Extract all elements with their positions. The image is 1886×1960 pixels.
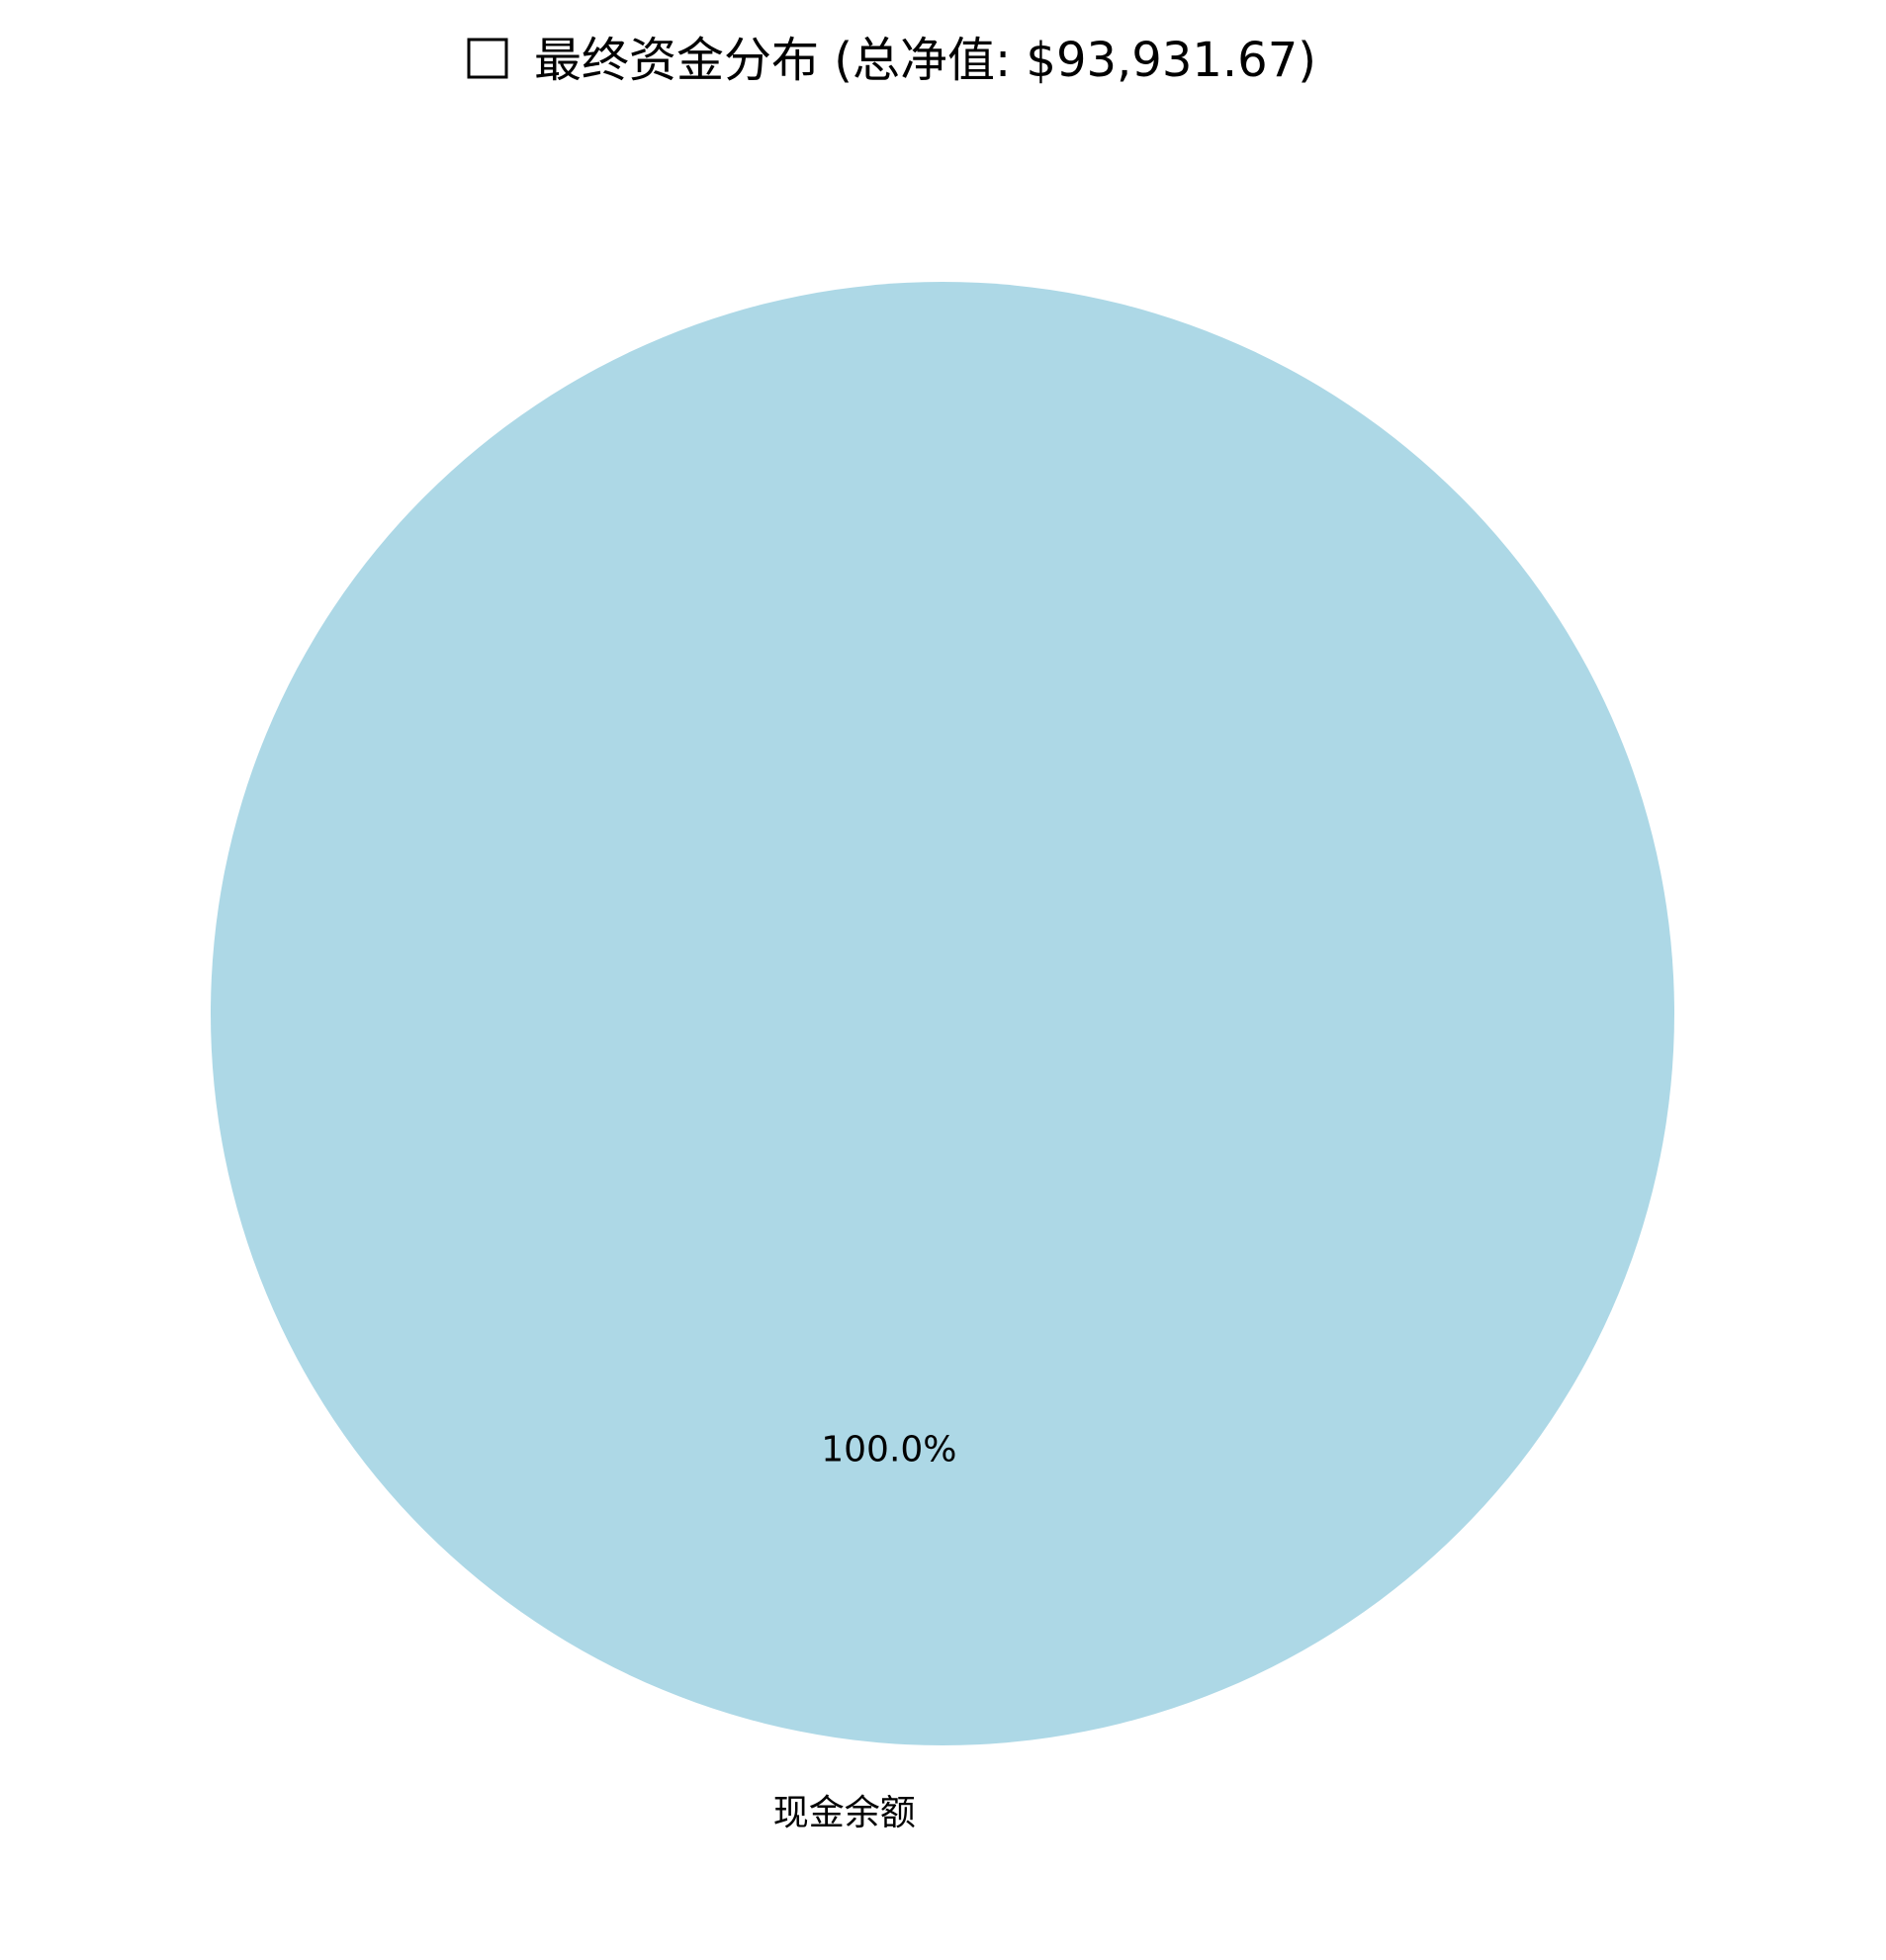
- pie-percent-label-1: 100.0%: [821, 1430, 956, 1470]
- chart-title: 最终资金分布 (总净值: $93,931.67): [534, 33, 1316, 88]
- square-box-icon: [467, 38, 508, 79]
- pie-slice-1: [211, 282, 1674, 1745]
- pie-labels: 100.0% 现金余额: [773, 1430, 957, 1833]
- pie-slices: [211, 282, 1674, 1745]
- pie-category-label-1: 现金余额: [773, 1793, 916, 1833]
- chart-title-group: 最终资金分布 (总净值: $93,931.67): [467, 33, 1316, 88]
